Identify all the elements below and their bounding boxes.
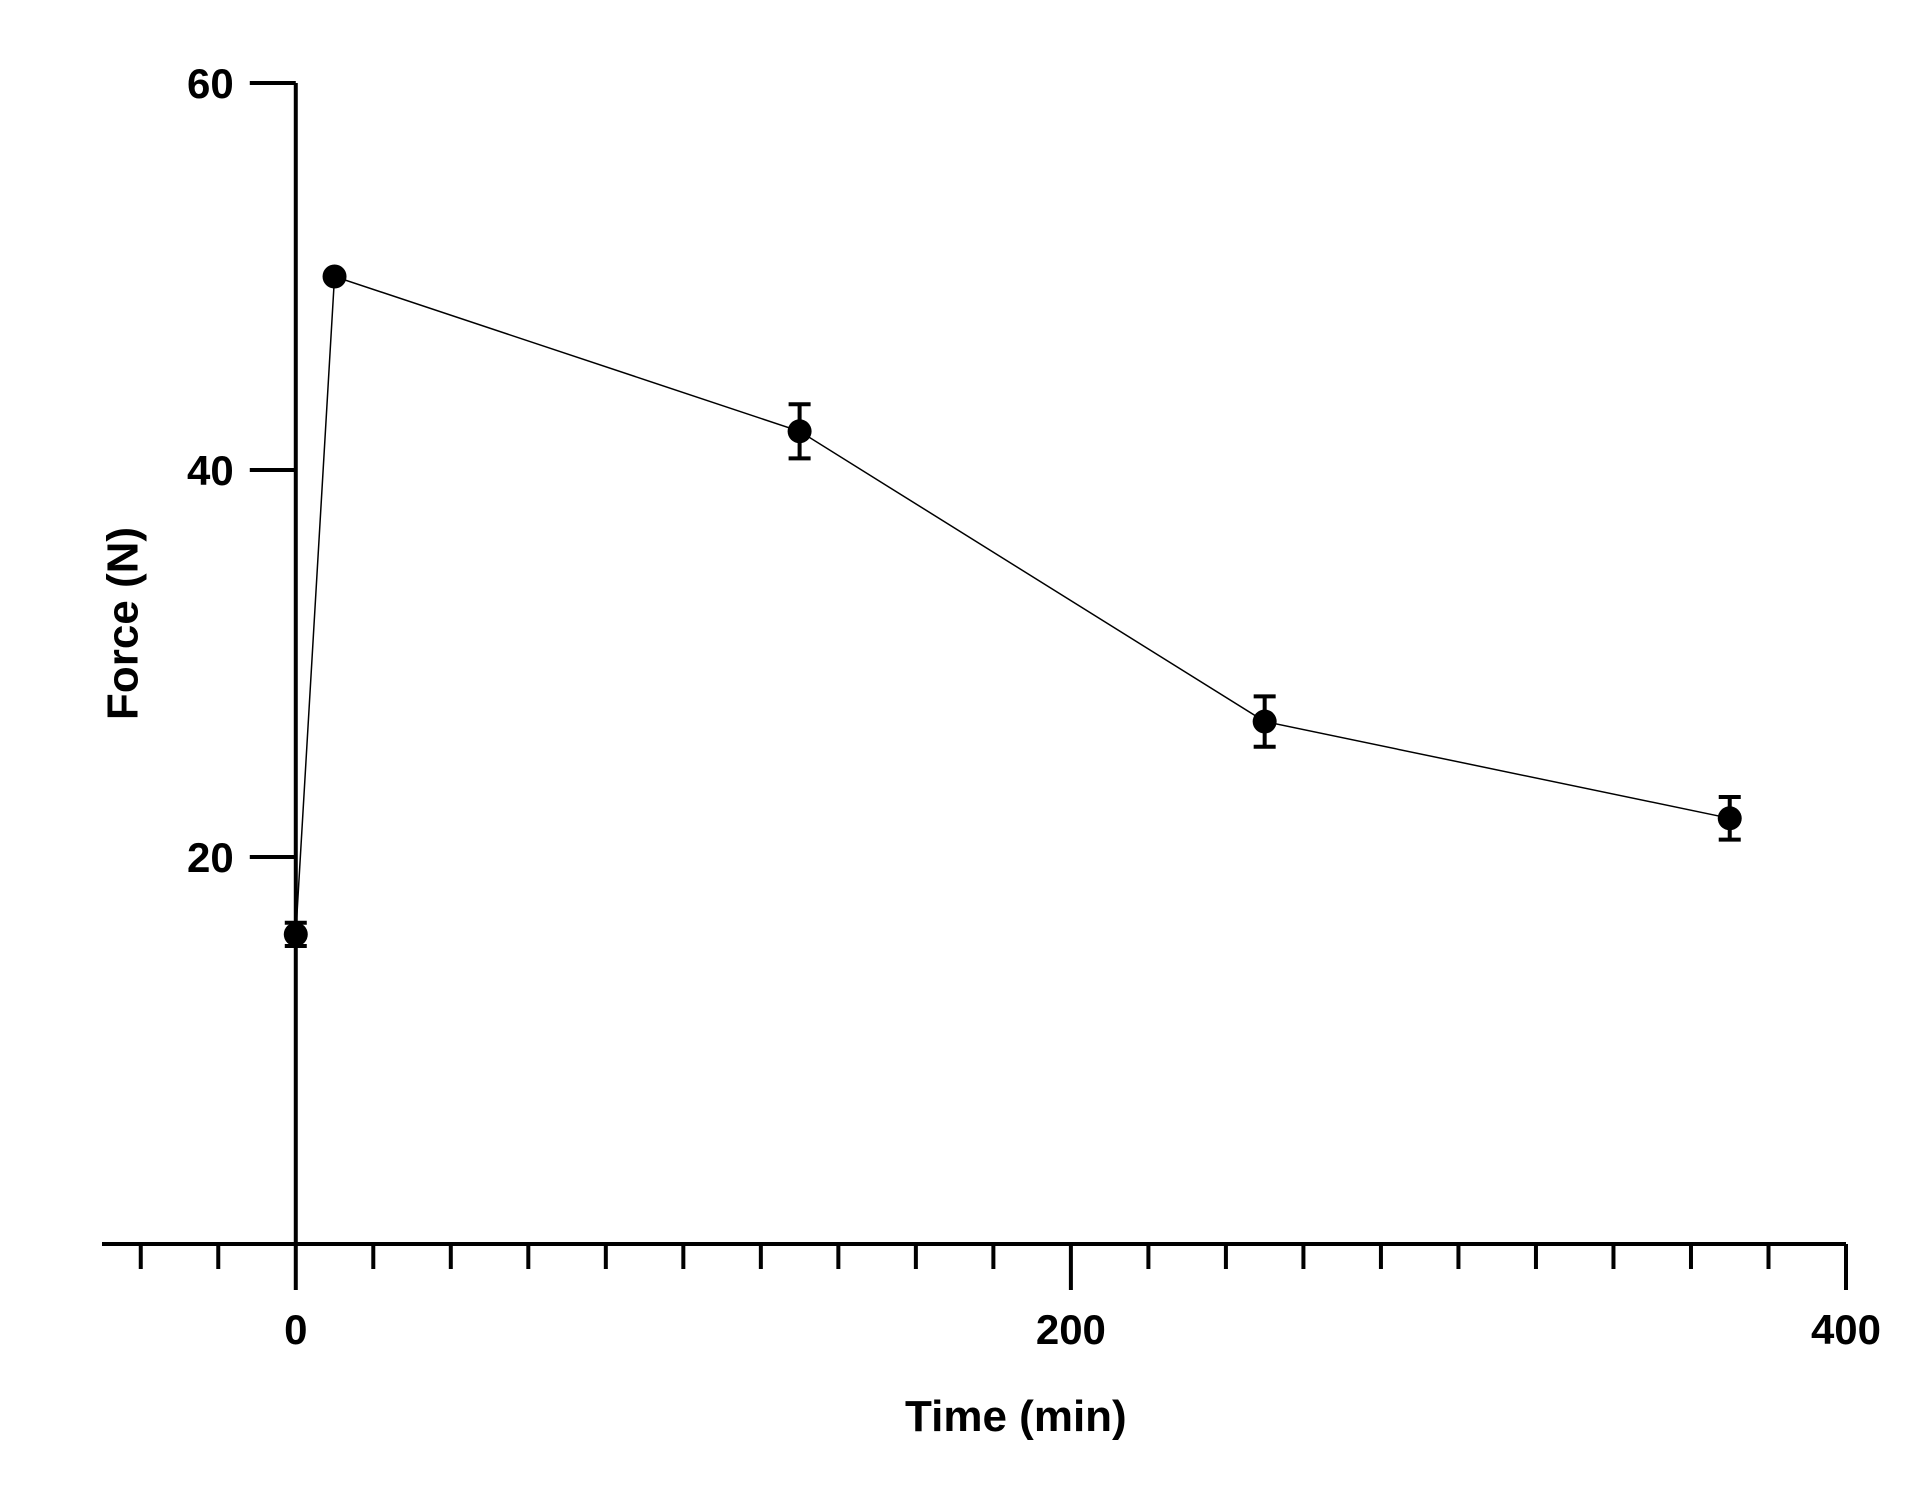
x-axis-title: Time (min) — [905, 1392, 1127, 1441]
y-tick-label: 40 — [187, 447, 234, 494]
y-tick-label: 60 — [187, 60, 234, 107]
series-layer — [283, 264, 1742, 949]
y-axis-ticks: 20 40 60 — [187, 60, 296, 881]
y-tick-label: 20 — [187, 834, 234, 881]
x-tick-label: 0 — [284, 1306, 307, 1353]
axes — [102, 83, 1846, 1246]
x-axis-ticks: 0 200 400 — [138, 1244, 1881, 1353]
y-axis-title: Force (N) — [99, 527, 148, 720]
x-tick-label: 400 — [1811, 1306, 1881, 1353]
series-line — [295, 275, 1730, 935]
data-point — [283, 922, 308, 947]
x-tick-label: 200 — [1036, 1306, 1106, 1353]
data-point — [787, 419, 812, 444]
data-point — [322, 264, 347, 289]
data-point — [1252, 709, 1277, 734]
data-point — [1717, 806, 1742, 831]
